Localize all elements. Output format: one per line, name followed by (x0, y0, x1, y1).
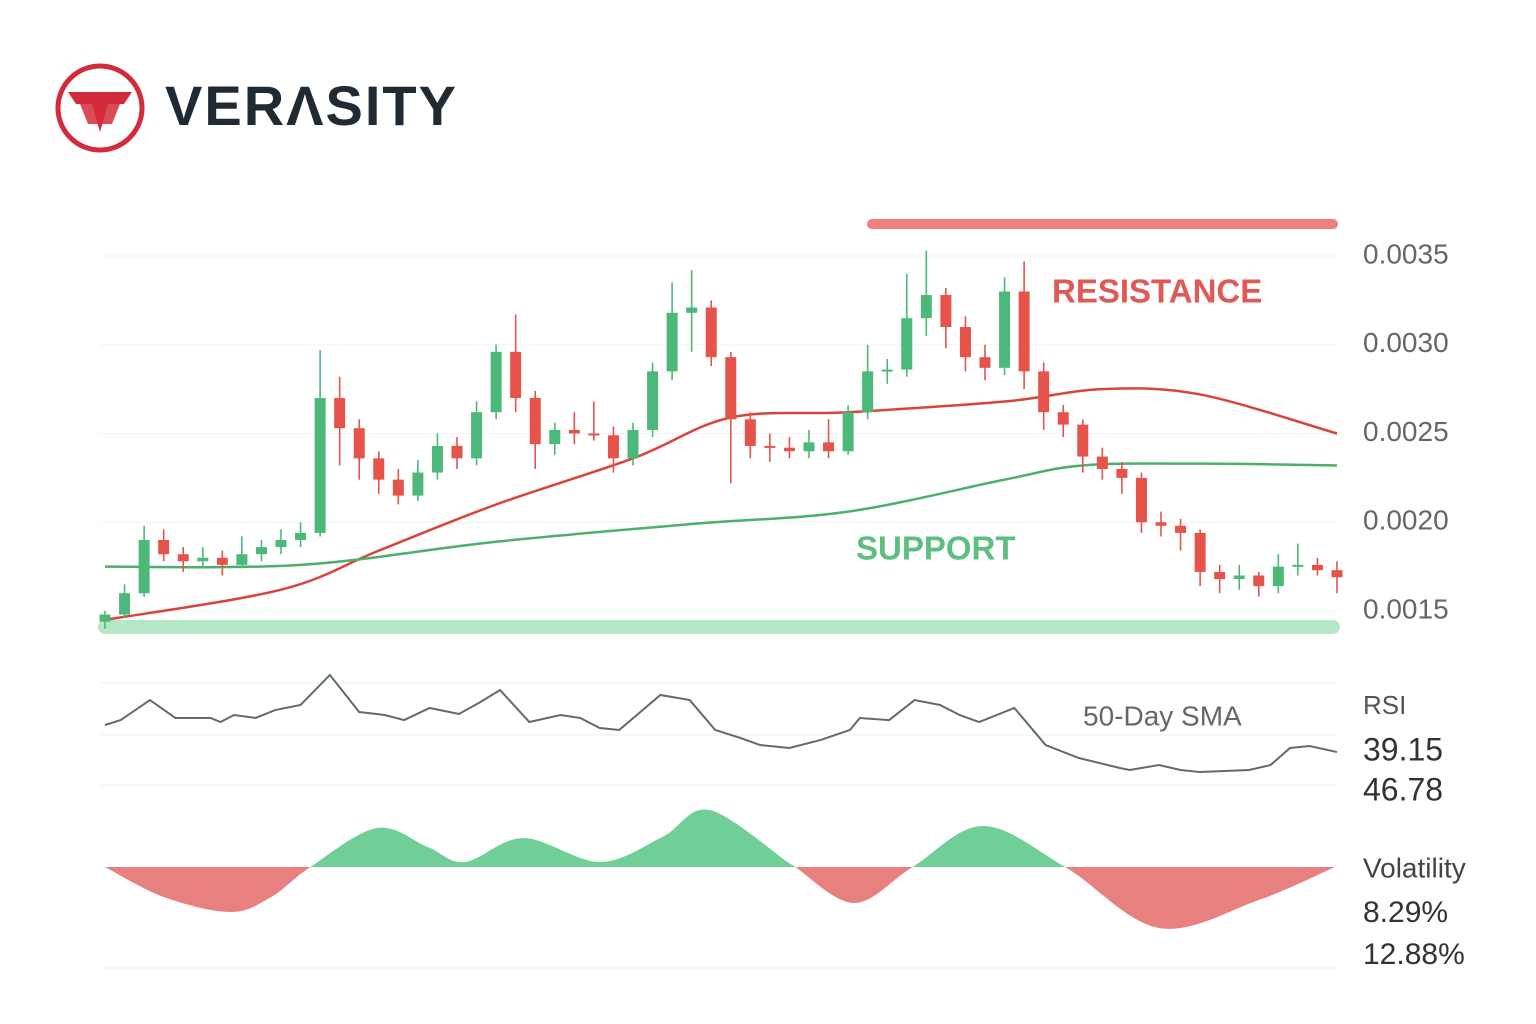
candle-body (392, 479, 404, 496)
candle-body (216, 557, 228, 565)
support-label: SUPPORT (856, 530, 1016, 567)
candle-body (979, 357, 991, 368)
y-tick-label: 0.0030 (1363, 327, 1449, 358)
moving-average (104, 462, 1338, 569)
y-tick-label: 0.0015 (1363, 593, 1449, 624)
candle-body (471, 412, 483, 459)
volatility-reading: 12.88% (1363, 938, 1465, 971)
candle-body (119, 593, 131, 615)
candle-body (412, 472, 424, 496)
candle-body (588, 433, 600, 436)
moving-average (104, 387, 1338, 622)
rsi-line (104, 673, 1338, 774)
candle-body (236, 554, 248, 565)
candle-body (901, 318, 913, 370)
candle-body (353, 428, 365, 459)
rsi-reading: 46.78 (1363, 771, 1443, 807)
candle-body (255, 547, 267, 555)
candle-body (373, 458, 385, 480)
volatility-title: Volatility (1363, 852, 1466, 883)
candle-body (959, 327, 971, 358)
rsi-reading: 39.15 (1363, 731, 1443, 767)
candle-body (1018, 291, 1030, 372)
candle-body (1292, 564, 1304, 567)
rsi-title: RSI (1363, 690, 1406, 720)
candle-body (1077, 424, 1089, 457)
candle-body (1233, 575, 1245, 580)
candle-body (607, 435, 619, 459)
candle-body (1135, 477, 1147, 523)
candle-body (568, 429, 580, 434)
candle-body (842, 412, 854, 452)
resistance-label: RESISTANCE (1052, 273, 1262, 310)
y-tick-label: 0.0020 (1363, 505, 1449, 536)
candle-body (647, 371, 659, 430)
candle-body (529, 398, 541, 445)
candle-body (1096, 456, 1108, 469)
candle-body (823, 442, 835, 452)
brand-name: VERΛSITY (165, 74, 458, 137)
candle-body (314, 398, 326, 533)
candle-body (1331, 570, 1343, 578)
y-tick-label: 0.0025 (1363, 416, 1449, 447)
volatility-reading: 8.29% (1363, 896, 1448, 929)
candle-body (334, 398, 346, 429)
candle-body (1057, 412, 1069, 425)
candle-body (138, 540, 150, 594)
logo-ring (55, 63, 145, 153)
candle-body (686, 307, 698, 313)
candle-body (1253, 575, 1265, 587)
candle-body (1214, 571, 1226, 580)
candle-body (1311, 564, 1323, 571)
candle-body (1038, 371, 1050, 413)
candle-body (451, 445, 463, 459)
candle-body (490, 351, 502, 413)
candle-body (1272, 566, 1284, 587)
candle-body (940, 295, 952, 327)
candle-body (705, 307, 717, 358)
y-tick-label: 0.0035 (1363, 238, 1449, 269)
candle-body (725, 357, 737, 420)
candle-body (99, 614, 111, 622)
candle-body (510, 351, 522, 398)
candle-body (1116, 469, 1128, 478)
candle-body (1175, 525, 1187, 533)
candle-body (431, 445, 443, 473)
candle-body (275, 540, 287, 548)
volatility-positive (105, 809, 1336, 867)
logo-mark-lower (80, 104, 120, 124)
candle-body (158, 540, 170, 555)
candle-body (920, 295, 932, 319)
candle-body (549, 429, 561, 445)
candle-body (1155, 522, 1167, 526)
candle-body (764, 445, 776, 448)
sma-label: 50-Day SMA (1083, 700, 1242, 731)
candle-body (862, 371, 874, 413)
candle-body (881, 369, 893, 372)
candle-body (783, 447, 795, 452)
candle-body (197, 557, 209, 562)
volatility-negative (105, 867, 1336, 929)
candle-body (177, 554, 189, 562)
candle-body (744, 419, 756, 446)
candle-body (666, 312, 678, 372)
candle-body (627, 429, 639, 459)
candle-body (295, 532, 307, 540)
logo: VERΛSITY (55, 63, 458, 153)
candle-body (1194, 532, 1206, 572)
candle-body (999, 291, 1011, 368)
candle-body (803, 442, 815, 452)
